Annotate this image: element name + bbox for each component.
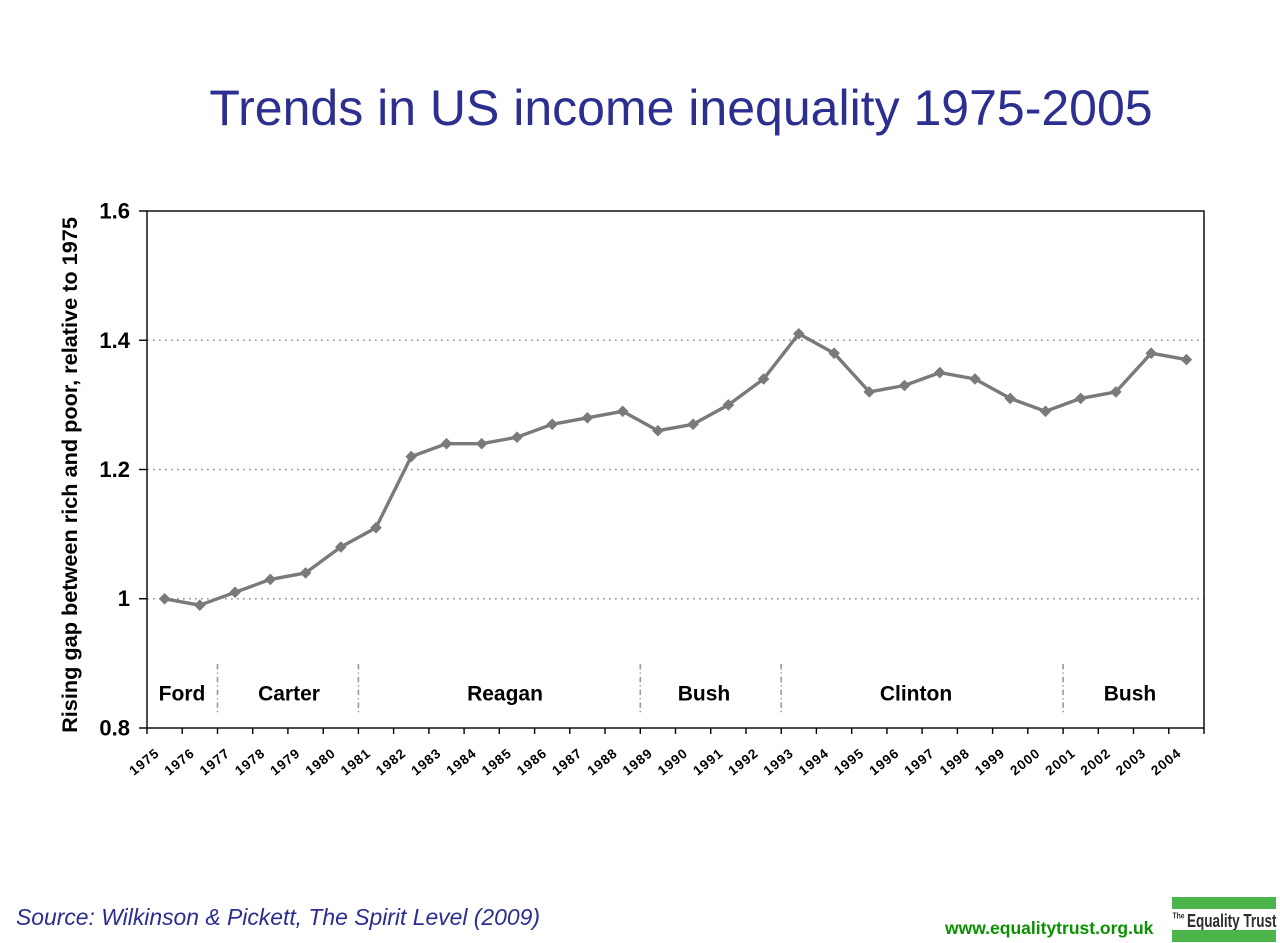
svg-text:1983: 1983 [408, 745, 444, 778]
svg-text:Bush: Bush [1104, 683, 1157, 706]
svg-text:Clinton: Clinton [880, 683, 952, 706]
svg-text:1997: 1997 [901, 745, 937, 778]
svg-text:1980: 1980 [303, 745, 339, 778]
svg-text:2003: 2003 [1113, 745, 1149, 778]
svg-text:1982: 1982 [373, 745, 409, 778]
svg-text:1989: 1989 [620, 745, 656, 778]
svg-text:1984: 1984 [443, 745, 479, 778]
svg-text:1979: 1979 [267, 745, 303, 778]
svg-text:Equality Trust: Equality Trust [1187, 911, 1277, 931]
svg-text:Carter: Carter [258, 683, 320, 706]
svg-text:1995: 1995 [831, 745, 867, 778]
svg-text:Ford: Ford [159, 683, 206, 706]
svg-text:1985: 1985 [479, 745, 515, 778]
svg-text:1.6: 1.6 [99, 199, 130, 224]
svg-text:1975: 1975 [126, 745, 162, 778]
svg-text:1986: 1986 [514, 745, 550, 778]
svg-text:2000: 2000 [1007, 745, 1043, 778]
svg-text:1991: 1991 [690, 745, 726, 778]
svg-text:Rising gap between rich and po: Rising gap between rich and poor, relati… [57, 217, 82, 733]
svg-text:0.8: 0.8 [99, 716, 130, 741]
svg-text:1996: 1996 [866, 745, 902, 778]
svg-text:Bush: Bush [678, 683, 731, 706]
svg-text:1993: 1993 [761, 745, 797, 778]
svg-text:1.2: 1.2 [99, 457, 130, 482]
svg-text:2002: 2002 [1078, 745, 1114, 778]
svg-text:Reagan: Reagan [467, 683, 543, 706]
svg-text:1992: 1992 [725, 745, 761, 778]
svg-text:1981: 1981 [338, 745, 374, 778]
svg-text:1977: 1977 [197, 745, 233, 778]
svg-text:2001: 2001 [1042, 745, 1078, 778]
svg-text:The: The [1173, 911, 1185, 921]
svg-text:1.4: 1.4 [99, 328, 130, 353]
svg-text:1990: 1990 [655, 745, 691, 778]
svg-text:1988: 1988 [584, 745, 620, 778]
svg-text:1976: 1976 [162, 745, 198, 778]
svg-text:1998: 1998 [937, 745, 973, 778]
svg-text:1987: 1987 [549, 745, 585, 778]
svg-text:2004: 2004 [1148, 745, 1184, 778]
svg-text:1: 1 [118, 586, 130, 611]
svg-text:1994: 1994 [796, 745, 832, 778]
svg-text:1999: 1999 [972, 745, 1008, 778]
svg-text:1978: 1978 [232, 745, 268, 778]
